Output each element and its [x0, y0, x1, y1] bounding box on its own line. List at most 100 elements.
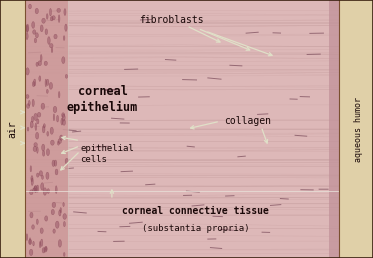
- Ellipse shape: [26, 33, 28, 40]
- Ellipse shape: [37, 112, 41, 117]
- Ellipse shape: [41, 103, 45, 109]
- Ellipse shape: [62, 57, 65, 63]
- Text: corneal
epithelium: corneal epithelium: [67, 85, 138, 114]
- Ellipse shape: [58, 15, 60, 22]
- Ellipse shape: [29, 190, 33, 195]
- Ellipse shape: [31, 178, 33, 186]
- Ellipse shape: [41, 239, 43, 246]
- Ellipse shape: [37, 185, 39, 192]
- Ellipse shape: [29, 238, 31, 244]
- Ellipse shape: [35, 33, 38, 38]
- Ellipse shape: [58, 92, 60, 98]
- Ellipse shape: [50, 127, 53, 134]
- Text: epithelial
cells: epithelial cells: [80, 144, 134, 164]
- Ellipse shape: [40, 54, 42, 62]
- Ellipse shape: [65, 24, 67, 31]
- Ellipse shape: [53, 114, 55, 121]
- Ellipse shape: [33, 30, 36, 34]
- Ellipse shape: [45, 29, 48, 35]
- Ellipse shape: [32, 22, 35, 28]
- Ellipse shape: [57, 141, 60, 145]
- Ellipse shape: [59, 210, 61, 216]
- Ellipse shape: [41, 183, 44, 190]
- Ellipse shape: [42, 144, 45, 151]
- Ellipse shape: [34, 79, 36, 86]
- Ellipse shape: [34, 113, 37, 120]
- Text: (substantia propria): (substantia propria): [142, 224, 250, 233]
- Ellipse shape: [37, 119, 39, 124]
- Ellipse shape: [26, 104, 30, 108]
- Ellipse shape: [37, 173, 39, 177]
- Ellipse shape: [40, 228, 43, 233]
- Ellipse shape: [30, 212, 33, 218]
- Ellipse shape: [28, 4, 31, 9]
- Ellipse shape: [65, 158, 68, 164]
- Ellipse shape: [33, 146, 37, 151]
- Ellipse shape: [27, 127, 29, 131]
- Ellipse shape: [63, 221, 65, 227]
- Ellipse shape: [32, 82, 35, 87]
- Ellipse shape: [26, 68, 29, 75]
- Ellipse shape: [34, 186, 37, 192]
- Ellipse shape: [53, 229, 55, 233]
- Ellipse shape: [37, 147, 38, 153]
- Ellipse shape: [54, 160, 57, 166]
- Ellipse shape: [36, 62, 38, 66]
- Ellipse shape: [50, 17, 53, 21]
- Ellipse shape: [32, 99, 34, 107]
- Ellipse shape: [44, 247, 47, 252]
- Ellipse shape: [58, 139, 62, 143]
- Ellipse shape: [30, 121, 33, 128]
- Ellipse shape: [60, 135, 63, 140]
- Ellipse shape: [33, 241, 34, 246]
- Ellipse shape: [55, 169, 58, 175]
- Ellipse shape: [53, 106, 57, 113]
- Ellipse shape: [32, 225, 34, 229]
- Ellipse shape: [47, 131, 48, 136]
- Ellipse shape: [46, 14, 48, 19]
- Ellipse shape: [50, 9, 51, 16]
- Ellipse shape: [52, 16, 55, 20]
- Ellipse shape: [42, 18, 46, 23]
- Text: fibroblasts: fibroblasts: [139, 15, 204, 26]
- Text: aqueous humor: aqueous humor: [354, 96, 363, 162]
- Ellipse shape: [38, 61, 41, 66]
- Ellipse shape: [58, 240, 62, 247]
- Ellipse shape: [26, 234, 28, 240]
- Ellipse shape: [46, 149, 50, 156]
- Ellipse shape: [54, 34, 57, 39]
- Ellipse shape: [64, 9, 66, 15]
- Ellipse shape: [56, 221, 59, 228]
- Ellipse shape: [26, 94, 29, 99]
- Ellipse shape: [61, 118, 63, 125]
- Ellipse shape: [35, 123, 37, 131]
- Ellipse shape: [46, 79, 49, 85]
- Ellipse shape: [26, 24, 29, 32]
- Text: air: air: [8, 120, 18, 138]
- Ellipse shape: [46, 172, 49, 179]
- Ellipse shape: [63, 253, 65, 256]
- Ellipse shape: [34, 38, 37, 43]
- Ellipse shape: [26, 25, 28, 33]
- Bar: [25, 0, 68, 258]
- Ellipse shape: [55, 186, 57, 194]
- Ellipse shape: [47, 37, 50, 44]
- Ellipse shape: [34, 186, 37, 193]
- Ellipse shape: [51, 209, 54, 215]
- Ellipse shape: [65, 74, 68, 78]
- Ellipse shape: [63, 119, 66, 125]
- Ellipse shape: [37, 219, 38, 224]
- Ellipse shape: [51, 140, 54, 145]
- Ellipse shape: [43, 124, 46, 128]
- Ellipse shape: [35, 132, 39, 139]
- Ellipse shape: [45, 216, 48, 221]
- Ellipse shape: [28, 100, 30, 106]
- Ellipse shape: [28, 239, 32, 244]
- Ellipse shape: [34, 143, 37, 147]
- Ellipse shape: [46, 89, 48, 93]
- Ellipse shape: [42, 248, 45, 253]
- Text: corneal connective tissue: corneal connective tissue: [122, 206, 269, 216]
- Ellipse shape: [52, 202, 56, 208]
- Ellipse shape: [29, 249, 33, 256]
- Ellipse shape: [30, 166, 32, 172]
